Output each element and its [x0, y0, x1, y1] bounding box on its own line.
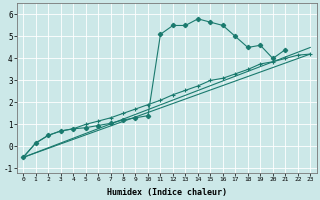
X-axis label: Humidex (Indice chaleur): Humidex (Indice chaleur) [107, 188, 227, 197]
